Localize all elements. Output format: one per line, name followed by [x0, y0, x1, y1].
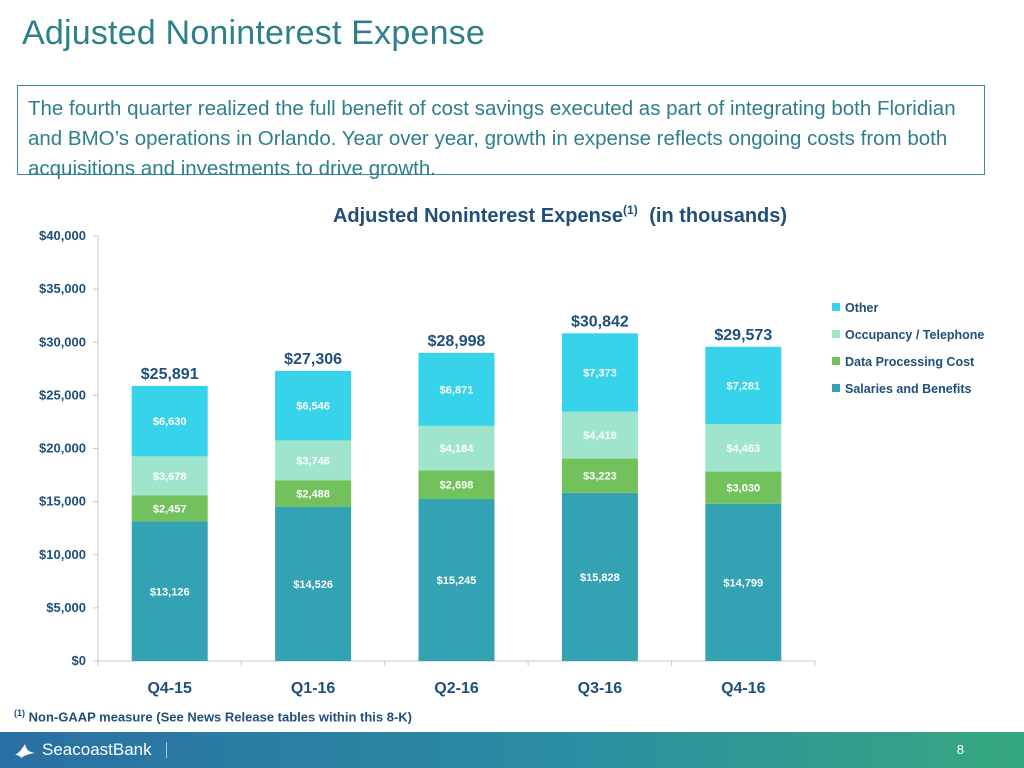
bar-value-label: $6,871 [440, 384, 474, 396]
y-tick-label: $35,000 [39, 281, 86, 296]
y-tick-label: $0 [72, 653, 86, 668]
legend: Other Occupancy / Telephone Data Processin… [832, 301, 984, 396]
bar-segment [418, 470, 495, 500]
chart-title-main: Adjusted Noninterest Expense [333, 205, 623, 227]
bar-segment [561, 458, 638, 493]
y-tick-label: $25,000 [39, 387, 86, 402]
x-category-label: Q2-16 [434, 680, 479, 697]
bar-segment [275, 480, 352, 507]
legend-swatch [832, 357, 840, 365]
bar-value-label: $14,526 [293, 579, 333, 591]
bar-value-label: $2,698 [440, 480, 474, 492]
bar-segment [275, 506, 352, 661]
x-category-label: Q4-15 [147, 680, 192, 697]
bar-value-label: $4,418 [583, 430, 617, 442]
bar-segment [275, 440, 352, 481]
bar-segment [418, 425, 495, 471]
y-tick-label: $10,000 [39, 547, 86, 562]
bar-segment [131, 495, 208, 522]
bar-value-label: $3,678 [153, 471, 187, 483]
footnote-marker: (1) [14, 708, 25, 718]
y-tick-label: $20,000 [39, 441, 86, 456]
bar-segment [418, 499, 495, 661]
y-tick-label: $40,000 [39, 228, 86, 243]
bar-value-label: $13,126 [150, 586, 190, 598]
bar-value-label: $6,630 [153, 416, 187, 428]
x-category-label: Q3-16 [578, 680, 623, 697]
bar-value-label: $15,828 [580, 572, 620, 584]
bar-segment [561, 492, 638, 661]
footnote-text: Non-GAAP measure (See News Release table… [28, 709, 412, 725]
legend-swatch [832, 384, 840, 392]
legend-swatch [832, 303, 840, 311]
brand-divider [165, 742, 167, 758]
chart-title-suffix: (in thousands) [649, 205, 787, 227]
bar-total-label: $29,573 [714, 327, 772, 344]
y-tick-label: $30,000 [39, 334, 86, 349]
bar-value-label: $7,281 [726, 380, 760, 392]
bar-segment [705, 471, 782, 504]
page-title: Adjusted Noninterest Expense [22, 14, 485, 52]
seagull-icon [15, 744, 35, 758]
brand-logo: SeacoastBank [14, 740, 167, 760]
bar-segment [131, 456, 208, 496]
legend-label: Data Processing Cost [845, 355, 975, 369]
bar-segment [705, 503, 782, 661]
bar-segment [561, 411, 638, 459]
bar-value-label: $4,184 [440, 443, 475, 455]
legend-label: Salaries and Benefits [845, 382, 971, 396]
footnote: (1) Non-GAAP measure (See News Release t… [14, 708, 412, 724]
bar-segment [275, 370, 352, 441]
bar-value-label: $14,799 [723, 577, 763, 589]
bar-value-label: $3,030 [726, 483, 760, 495]
bar-value-label: $6,546 [296, 401, 330, 413]
bar-value-label: $3,223 [583, 471, 617, 483]
bar-segment [561, 333, 638, 412]
chart-title-superscript: (1) [623, 203, 638, 217]
legend-swatch [832, 330, 840, 338]
footer-bar: SeacoastBank 8 [0, 732, 1024, 768]
bar-total-label: $25,891 [141, 366, 199, 383]
bar-value-label: $7,373 [583, 367, 617, 379]
bar-value-label: $2,488 [296, 488, 330, 500]
summary-text: The fourth quarter realized the full ben… [28, 97, 956, 180]
plot-area: $0 $5,000 $10,000 $15,000 $20,000 $25,000 $30,… [39, 228, 816, 697]
y-tick-label: $5,000 [46, 600, 86, 615]
legend-label: Occupancy / Telephone [845, 328, 984, 342]
summary-box: The fourth quarter realized the full ben… [17, 85, 985, 180]
bar-segment [131, 385, 208, 457]
page-number: 8 [956, 742, 964, 757]
expense-chart: Adjusted Noninterest Expense(1) (in thou… [39, 203, 984, 697]
bar-total-label: $28,998 [428, 333, 486, 350]
y-tick-label: $15,000 [39, 494, 86, 509]
bar-segment [418, 352, 495, 426]
x-category-label: Q4-16 [721, 680, 766, 697]
bar-total-label: $27,306 [284, 351, 342, 368]
bar-value-label: $3,746 [296, 455, 330, 467]
bar-segment [131, 521, 208, 661]
x-category-label: Q1-16 [291, 680, 336, 697]
bar-value-label: $2,457 [153, 503, 187, 515]
bar-total-label: $30,842 [571, 313, 629, 330]
brand-name: SeacoastBank [42, 740, 152, 759]
chart-title: Adjusted Noninterest Expense(1) (in thou… [333, 203, 787, 227]
legend-label: Other [845, 301, 878, 315]
bar-segment [705, 424, 782, 472]
bar-value-label: $15,245 [437, 575, 477, 587]
bar-segment [705, 346, 782, 425]
bar-value-label: $4,463 [726, 443, 760, 455]
